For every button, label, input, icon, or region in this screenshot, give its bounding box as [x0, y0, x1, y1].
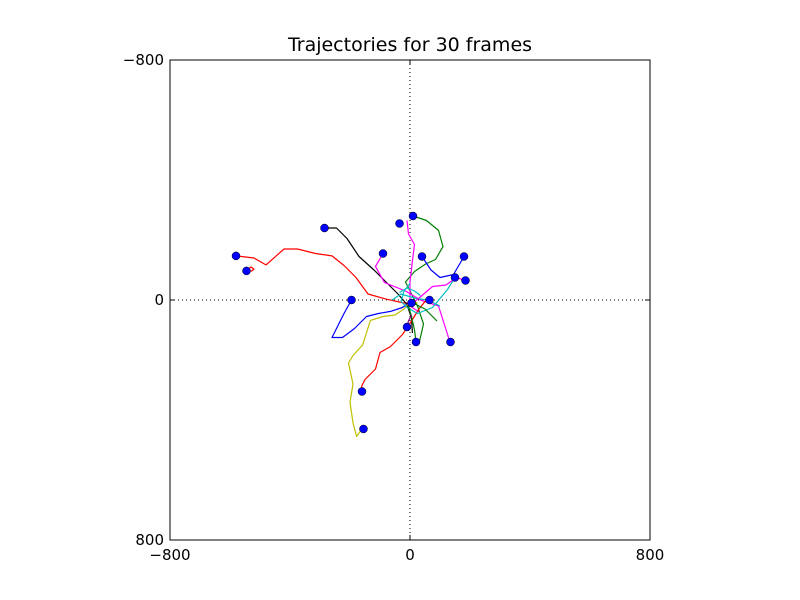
trajectory-marker-7: [417, 252, 427, 261]
trajectory-marker-3: [320, 223, 329, 233]
trajectory-marker-12: [357, 387, 367, 396]
chart-title: Trajectories for 30 frames: [287, 34, 533, 56]
trajectory-marker-1: [231, 251, 241, 261]
trajectory-marker-10: [461, 276, 470, 285]
trajectory-marker-6: [378, 249, 388, 258]
trajectory-marker-4: [408, 211, 418, 221]
series-layer: [235, 215, 466, 438]
trajectory-marker-11: [347, 295, 356, 305]
trajectory-marker-15: [446, 337, 455, 347]
trajectory-line-8: [331, 299, 409, 339]
x-tick-label: 0: [405, 546, 415, 564]
trajectory-line-15: [399, 287, 421, 296]
marker-layer: [231, 211, 470, 434]
x-tick-label: −800: [149, 546, 190, 564]
trajectory-marker-2: [242, 266, 251, 276]
trajectory-marker-9: [450, 273, 460, 282]
y-tick-label: 0: [154, 291, 164, 309]
trajectory-marker-16: [425, 295, 434, 305]
trajectory-marker-14: [411, 337, 421, 347]
trajectory-line-3: [324, 227, 413, 334]
y-tick-label: −800: [123, 51, 164, 69]
trajectory-marker-5: [395, 219, 404, 228]
x-tick-label: 800: [636, 546, 665, 564]
trajectory-line-5: [374, 253, 450, 340]
trajectory-line-1: [235, 248, 410, 304]
trajectory-marker-18: [407, 298, 416, 308]
trajectory-line-4: [404, 215, 444, 344]
y-tick-label: 800: [135, 531, 164, 549]
trajectory-marker-17: [402, 322, 412, 332]
trajectory-marker-8: [459, 252, 469, 261]
trajectory-line-7: [421, 256, 465, 279]
trajectory-marker-13: [359, 424, 368, 434]
trajectory-line-11: [400, 277, 456, 315]
trajectory-line-9: [347, 300, 418, 438]
